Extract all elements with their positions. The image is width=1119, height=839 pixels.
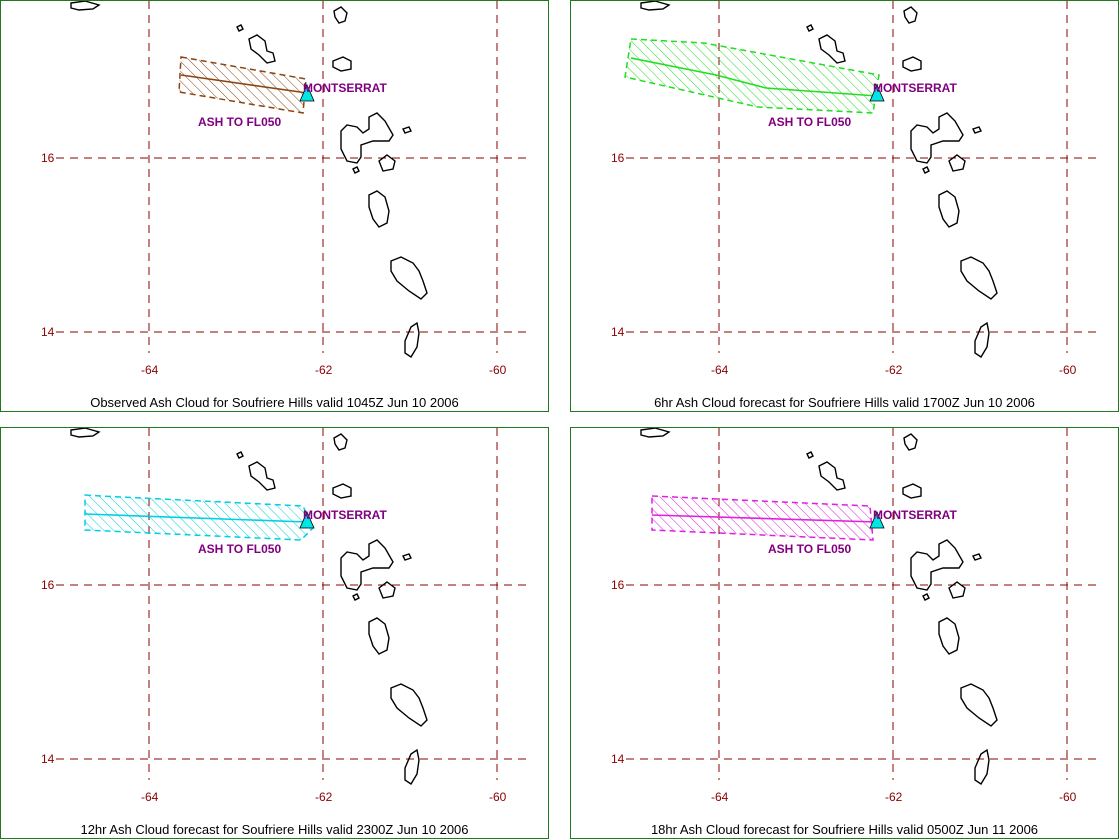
island-coastline [806, 24, 814, 32]
island-coastline [972, 126, 982, 134]
ash-cloud-axis [180, 74, 308, 94]
island-coastline [70, 428, 101, 438]
lat-label: 14 [41, 325, 55, 339]
island-coastline [902, 483, 922, 499]
lat-label: 16 [41, 578, 55, 592]
lat-label: 14 [611, 752, 625, 766]
panel-fcst-18hr: -64 -62 -60 16 14 MONTSERRAT ASH TO FL050 18hr … [570, 427, 1119, 839]
ash-level-label: ASH TO FL050 [768, 542, 851, 556]
island-coastline [368, 190, 390, 228]
panel-fcst-12hr: -64 -62 -60 16 14 MONTSERRAT ASH TO FL050 12hr … [0, 427, 549, 839]
island-coastline [903, 433, 918, 451]
island-coastline [974, 748, 990, 785]
ash-cloud-area [624, 38, 880, 114]
island-coastline [378, 581, 396, 599]
volcano-icon [299, 511, 315, 529]
panel-fcst-6hr: -64 -62 -60 16 14 MONTSERRAT ASH TO FL050 6hr A… [570, 0, 1119, 412]
island-coastline [910, 539, 964, 591]
panel-caption: Observed Ash Cloud for Soufriere Hills v… [90, 395, 459, 410]
ash-cloud-axis [651, 514, 878, 523]
island-coastline [333, 6, 348, 24]
island-coastline [902, 56, 922, 72]
lon-label: -60 [1059, 790, 1077, 804]
panel-observed: -64 -62 -60 16 14 MONTSERRAT ASH TO FL050 Obser… [0, 0, 549, 412]
ash-cloud-area [178, 56, 307, 114]
island-coastline [390, 256, 428, 300]
island-coastline [818, 34, 846, 64]
lon-label: -64 [711, 790, 729, 804]
island-coastline [938, 190, 960, 228]
lon-label: -62 [885, 363, 903, 377]
map-observed: -64 -62 -60 16 14 MONTSERRAT ASH TO FL050 [41, 1, 526, 377]
island-coastline [948, 581, 966, 599]
lat-label: 16 [41, 151, 55, 165]
island-coastline [960, 256, 998, 300]
volcano-label: MONTSERRAT [303, 508, 387, 522]
island-coastline [332, 56, 352, 72]
island-coastline [332, 483, 352, 499]
panel-caption: 12hr Ash Cloud forecast for Soufriere Hi… [80, 822, 469, 837]
island-coastline [70, 1, 101, 11]
lon-label: -60 [489, 790, 507, 804]
island-coastline [390, 683, 428, 727]
panel-caption: 6hr Ash Cloud forecast for Soufriere Hil… [654, 395, 1035, 410]
lon-label: -64 [141, 363, 159, 377]
island-coastline [972, 553, 982, 561]
island-coastline [910, 112, 964, 164]
ash-level-label: ASH TO FL050 [198, 542, 281, 556]
island-coastline [948, 154, 966, 172]
volcano-label: MONTSERRAT [303, 81, 387, 95]
map-fcst-18hr: -64 -62 -60 16 14 MONTSERRAT ASH TO FL050 [611, 428, 1096, 804]
island-coastline [903, 6, 918, 24]
island-coastline [922, 166, 930, 174]
island-coastline [352, 166, 360, 174]
lon-label: -62 [885, 790, 903, 804]
volcano-label: MONTSERRAT [873, 81, 957, 95]
island-coastline [340, 539, 394, 591]
island-coastline [340, 112, 394, 164]
lon-label: -64 [141, 790, 159, 804]
ash-cloud-axis [630, 57, 878, 97]
island-coastline [960, 683, 998, 727]
lon-label: -60 [489, 363, 507, 377]
island-coastline [974, 321, 990, 358]
island-coastline [333, 433, 348, 451]
island-coastline [640, 1, 671, 11]
lon-label: -64 [711, 363, 729, 377]
panel-caption: 18hr Ash Cloud forecast for Soufriere Hi… [650, 822, 1039, 837]
lon-label: -62 [315, 363, 333, 377]
lon-label: -60 [1059, 363, 1077, 377]
island-coastline [248, 461, 276, 491]
island-coastline [806, 451, 814, 459]
island-coastline [402, 126, 412, 134]
volcano-icon [869, 511, 885, 529]
ash-cloud-axis [84, 513, 308, 523]
lat-label: 14 [611, 325, 625, 339]
lon-label: -62 [315, 790, 333, 804]
map-fcst-6hr: -64 -62 -60 16 14 MONTSERRAT ASH TO FL050 [611, 1, 1096, 377]
ash-level-label: ASH TO FL050 [198, 115, 281, 129]
map-fcst-12hr: -64 -62 -60 16 14 MONTSERRAT ASH TO FL050 [41, 428, 526, 804]
island-coastline [248, 34, 276, 64]
ash-level-label: ASH TO FL050 [768, 115, 851, 129]
island-coastline [378, 154, 396, 172]
island-coastline [368, 617, 390, 655]
island-coastline [402, 553, 412, 561]
volcano-icon [299, 84, 315, 102]
island-coastline [818, 461, 846, 491]
lat-label: 14 [41, 752, 55, 766]
volcano-label: MONTSERRAT [873, 508, 957, 522]
island-coastline [640, 428, 671, 438]
island-coastline [236, 451, 244, 459]
island-coastline [938, 617, 960, 655]
lat-label: 16 [611, 151, 625, 165]
island-coastline [352, 593, 360, 601]
volcano-icon [869, 84, 885, 102]
island-coastline [236, 24, 244, 32]
island-coastline [922, 593, 930, 601]
lat-label: 16 [611, 578, 625, 592]
island-coastline [404, 748, 420, 785]
island-coastline [404, 321, 420, 358]
